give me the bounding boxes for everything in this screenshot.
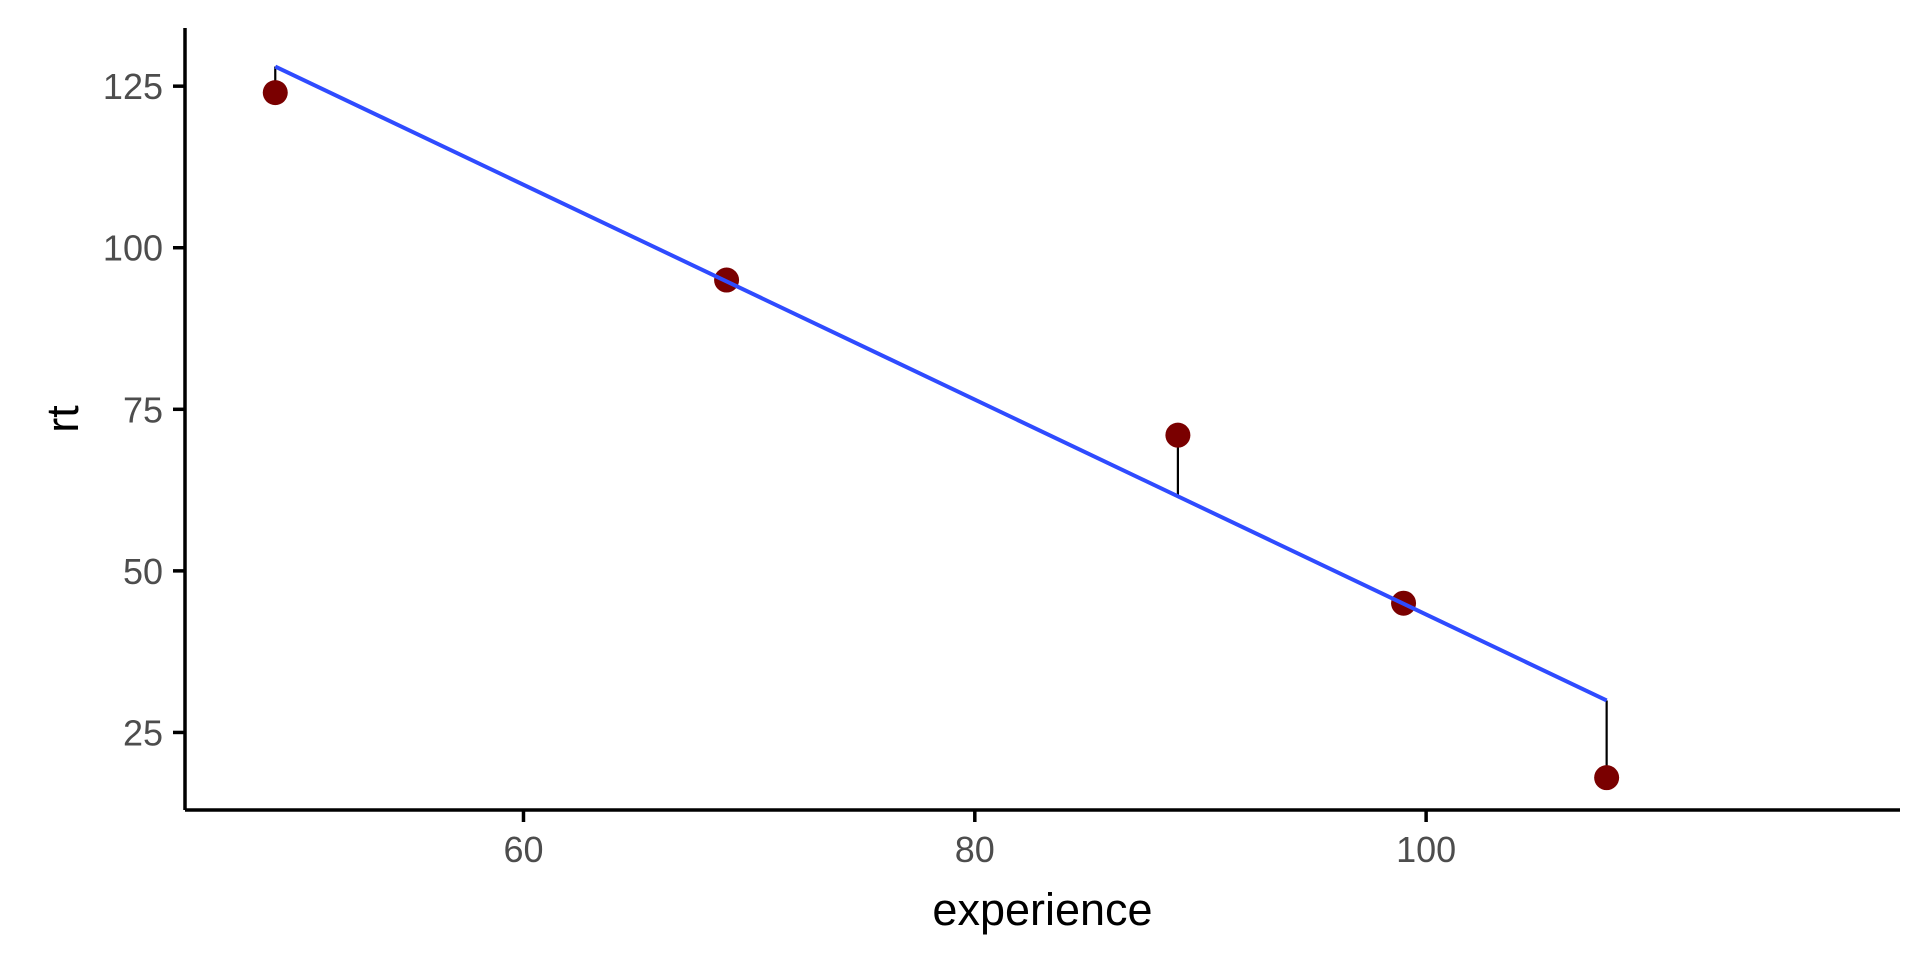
x-tick-label: 100 [1396,829,1456,870]
plot-area [262,64,1620,791]
y-axis-title: rt [37,405,88,433]
x-axis-title: experience [932,884,1152,935]
y-tick-label: 100 [103,228,163,269]
x-tick-label: 80 [955,829,995,870]
x-tick-label: 60 [503,829,543,870]
fit-line [274,64,1608,703]
axes: 60 80 100 25 50 75 100 125 [103,28,1900,870]
y-tick-label: 125 [103,66,163,107]
data-point [1594,765,1620,791]
y-tick-label: 50 [123,551,163,592]
y-tick-label: 25 [123,712,163,753]
data-point [1165,422,1191,448]
data-point [262,80,288,106]
y-tick-label: 75 [123,389,163,430]
